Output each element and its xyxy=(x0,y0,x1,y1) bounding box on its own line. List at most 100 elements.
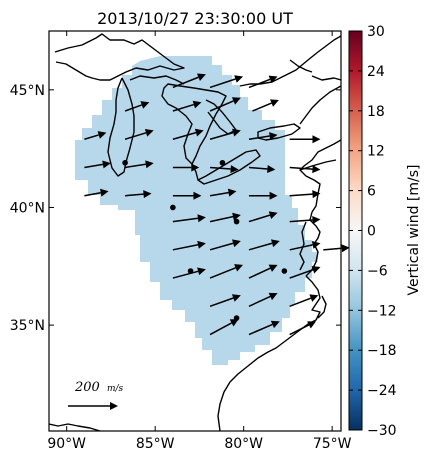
scale-legend: 200 m/s xyxy=(68,380,124,410)
wind-vector xyxy=(209,128,241,140)
lon-tick-label: 80°W xyxy=(224,436,263,452)
wind-vector xyxy=(248,211,278,223)
st-lawrence xyxy=(299,85,341,125)
wind-vector xyxy=(248,132,278,141)
colorbar-tick-label: 18 xyxy=(367,104,385,120)
colorbar-tick-label: 24 xyxy=(367,64,385,80)
site-dot xyxy=(122,159,128,166)
lon-tick-label: 85°W xyxy=(136,436,175,452)
wind-vector xyxy=(248,320,280,336)
site-dot xyxy=(233,315,240,321)
scale-legend-units: m/s xyxy=(107,384,124,394)
wind-vector xyxy=(172,163,200,172)
wind-vector xyxy=(289,190,321,199)
wind-vector xyxy=(84,131,107,140)
colorbar-label: Vertical wind [m/s] xyxy=(406,165,422,296)
wind-vector xyxy=(252,99,279,112)
wind-vector xyxy=(172,191,202,200)
colorbar-tick-label: 30 xyxy=(367,24,385,40)
lake-erie xyxy=(197,149,261,185)
wind-vector xyxy=(289,215,321,224)
wind-vectors xyxy=(84,73,350,336)
wind-vector xyxy=(248,75,278,89)
lake-huron xyxy=(161,83,227,165)
wind-vector xyxy=(248,264,278,279)
map-axes: 45°N 40°N 35°N 90°W 85°W 80°W 75°W 200 m/s xyxy=(10,30,352,452)
wind-vector xyxy=(289,265,321,279)
wind-vector xyxy=(289,165,321,174)
wind-vector xyxy=(323,244,350,253)
wind-vector xyxy=(248,239,280,251)
colorbar-tick-label: 12 xyxy=(367,144,385,160)
colorbar-tick-label: −6 xyxy=(367,263,388,279)
site-dots xyxy=(122,159,288,321)
site-dot xyxy=(170,204,176,211)
wind-vector xyxy=(172,214,206,223)
coverage-region xyxy=(75,56,318,365)
site-dot xyxy=(187,268,194,274)
scale-legend-value: 200 xyxy=(74,380,100,395)
wind-vector xyxy=(124,101,150,112)
wind-vector xyxy=(172,128,204,140)
wind-vector xyxy=(209,319,239,336)
wind-vector xyxy=(209,212,241,223)
colorbar-tick-label: −18 xyxy=(367,343,397,359)
map-title: 2013/10/27 23:30:00 UT xyxy=(97,9,293,28)
wind-vector xyxy=(172,240,206,251)
lake-superior xyxy=(54,33,185,81)
ne-coast-a xyxy=(289,59,313,73)
wind-vector xyxy=(172,73,206,89)
outer-banks xyxy=(317,295,327,319)
lake-michigan xyxy=(107,77,135,177)
colorbar-tick-label: −24 xyxy=(367,383,397,399)
lat-tick-label: 35°N xyxy=(10,318,45,334)
colorbar-tick-label: −12 xyxy=(367,303,397,319)
wind-vector xyxy=(209,239,241,251)
delmarva xyxy=(305,243,319,277)
scale-arrow-head xyxy=(110,402,118,410)
lon-tick-label: 75°W xyxy=(313,436,352,452)
lake-ontario xyxy=(257,123,301,141)
wind-vector xyxy=(84,160,111,169)
wind-vector xyxy=(125,190,152,199)
colorbar-tick-label: 0 xyxy=(367,224,376,240)
wind-vector xyxy=(209,165,239,174)
longitude-ticks: 90°W 85°W 80°W 75°W xyxy=(47,31,352,452)
wind-vector xyxy=(209,97,241,112)
wind-vector xyxy=(289,240,321,251)
ne-coast-b xyxy=(311,75,341,81)
site-dot xyxy=(281,268,288,274)
site-dot xyxy=(233,218,240,225)
map-frame xyxy=(48,30,342,432)
wind-vector xyxy=(124,160,154,169)
svg-text:200 m/s: 200 m/s xyxy=(74,380,124,395)
wind-vector xyxy=(248,165,276,173)
delaware-bay xyxy=(309,211,321,245)
southeast-coast xyxy=(217,275,321,431)
wind-vector xyxy=(209,188,237,197)
wind-vector xyxy=(209,75,244,89)
lat-tick-label: 45°N xyxy=(10,83,45,99)
colorbar-ticks: 30 24 18 12 6 0 −6 −12 −18 −24 −30 xyxy=(349,24,397,439)
wind-vector xyxy=(172,267,206,279)
colorbar-tick-label: 6 xyxy=(367,184,376,200)
wind-vector xyxy=(248,191,278,200)
wind-vector xyxy=(209,264,244,279)
colorbar-tick-label: −30 xyxy=(367,423,397,439)
wind-vector xyxy=(172,100,202,112)
wind-vector xyxy=(124,128,154,140)
gulf-coast xyxy=(49,423,101,431)
lon-tick-label: 90°W xyxy=(47,436,86,452)
wind-vector xyxy=(289,321,317,336)
wind-vector xyxy=(84,188,109,197)
wind-vector xyxy=(289,135,321,144)
wind-vector xyxy=(289,294,319,307)
colorbar: 30 24 18 12 6 0 −6 −12 −18 −24 −30 Vertical wind [… xyxy=(348,24,422,439)
lat-tick-label: 40°N xyxy=(10,200,45,216)
wind-vector xyxy=(209,294,241,308)
latitude-ticks: 45°N 40°N 35°N xyxy=(10,83,341,334)
site-dot xyxy=(219,159,226,166)
wind-vector xyxy=(248,292,278,307)
michigan-up-shore xyxy=(129,75,185,85)
